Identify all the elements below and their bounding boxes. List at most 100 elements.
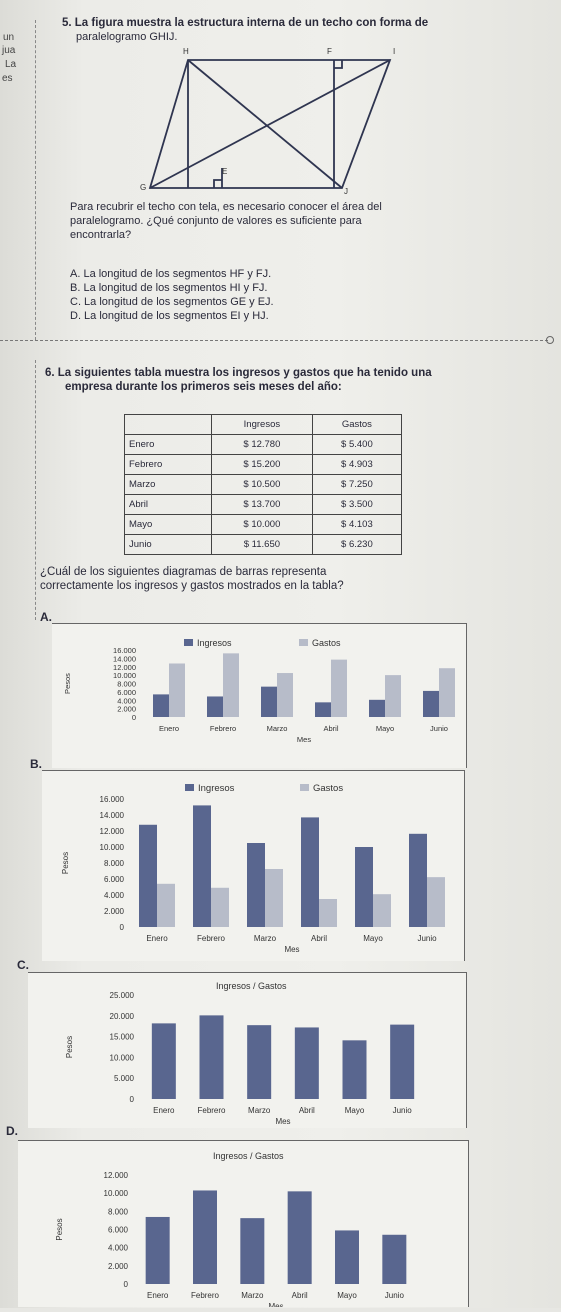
y-tick-label: 10.000 (104, 1189, 129, 1198)
q6-option-b-label[interactable]: B. (30, 757, 42, 771)
x-tick-label: Abril (323, 724, 338, 733)
chart-option-a[interactable]: 16.000 14.000 12.000 10.000 8.000 6.000 4.000 2… (52, 623, 467, 768)
x-tick-label: Enero (153, 1106, 175, 1115)
bar-ingresos (369, 699, 385, 717)
y-tick-label: 8.000 (108, 1207, 129, 1216)
x-tick-label: Marzo (254, 934, 277, 943)
q6-option-d-label[interactable]: D. (6, 1124, 18, 1138)
y-axis-label: Pesos (61, 852, 70, 874)
table-row: Marzo $ 10.500 $ 7.250 (124, 474, 403, 495)
legend-swatch-ingresos (185, 784, 194, 791)
q6-option-a-label[interactable]: A. (40, 610, 52, 624)
right-angle-mark (213, 179, 222, 188)
bar-gastos (169, 663, 185, 717)
legend-swatch-gastos (299, 639, 308, 646)
q6-title: 6. La siguientes tabla muestra los ingre… (45, 367, 432, 379)
y-axis-label: Pesos (65, 1036, 74, 1058)
legend-label-ingresos: Ingresos (198, 783, 235, 794)
bar-ingresos (355, 847, 373, 927)
x-tick-label: Abril (311, 934, 327, 943)
chart-option-d[interactable]: 12.000 10.000 8.000 6.000 4.000 2.000 0 Pesos En… (18, 1140, 469, 1311)
margin-fragment: es (2, 73, 13, 84)
q5-option-a[interactable]: A. La longitud de los segmentos HF y FJ. (70, 268, 272, 280)
chart-title: Ingresos / Gastos (213, 1151, 284, 1161)
y-tick-label: 12.000 (113, 663, 136, 672)
x-axis-label: Mes (297, 735, 311, 744)
table-month-cell: Abril (124, 494, 212, 515)
x-tick-label: Febrero (197, 1106, 226, 1115)
table-month-cell: Marzo (124, 474, 212, 495)
parallelogram-figure: H F I G E J (140, 47, 395, 194)
y-tick-label: 0 (120, 923, 125, 932)
table-header-cell: Ingresos (211, 414, 313, 435)
bar-ingresos-gastos (145, 1216, 170, 1284)
q5-option-b[interactable]: B. La longitud de los segmentos HI y FJ. (70, 282, 268, 294)
x-tick-label: Abril (299, 1106, 315, 1115)
table-value-cell: $ 5.400 (311, 434, 403, 455)
q6-prompt-line2: correctamente los ingresos y gastos most… (40, 580, 344, 592)
table-header-row: Ingresos Gastos (124, 414, 403, 435)
vertex-h: H (183, 47, 189, 56)
table-value-cell: $ 4.903 (311, 454, 403, 475)
x-tick-label: Junio (417, 934, 437, 943)
x-tick-label: Mayo (363, 934, 383, 943)
x-tick-label: Junio (393, 1106, 413, 1115)
y-tick-label: 10.000 (100, 843, 125, 852)
x-axis-label: Mes (284, 945, 299, 954)
chart-option-c[interactable]: 25.000 20.000 15.000 10.000 5.000 0 Pesos Enero… (28, 972, 467, 1128)
q5-prompt-line3: encontrarla? (70, 229, 132, 241)
x-tick-label: Enero (147, 1291, 169, 1300)
q5-prompt-line2: paralelogramo. ¿Qué conjunto de valores … (70, 215, 362, 227)
table-row: Abril $ 13.700 $ 3.500 (124, 494, 403, 515)
bar-ingresos-gastos (240, 1218, 265, 1284)
table-header-cell: Gastos (311, 414, 403, 435)
q5-option-c[interactable]: C. La longitud de los segmentos GE y EJ. (70, 296, 274, 308)
table-row: Enero $ 12.780 $ 5.400 (124, 434, 403, 455)
x-tick-label: Mayo (376, 724, 394, 733)
q6-option-c-label[interactable]: C. (17, 958, 29, 972)
chart-a-svg: 16.00014.00012.00010.0008.0006.0004.0002… (63, 638, 455, 744)
y-tick-label: 15.000 (110, 1033, 135, 1042)
chart-d-svg: 12.000 10.000 8.000 6.000 4.000 2.000 0 Pesos En… (55, 1151, 407, 1311)
y-tick-label: 6.000 (108, 1226, 129, 1235)
q5-option-d[interactable]: D. La longitud de los segmentos EI y HJ. (70, 310, 269, 322)
bar-gastos (157, 883, 175, 927)
bar-gastos (211, 887, 229, 927)
x-tick-label: Enero (146, 934, 168, 943)
legend-swatch-ingresos (184, 639, 193, 646)
margin-dash-line (35, 20, 36, 340)
x-tick-label: Marzo (248, 1106, 271, 1115)
x-tick-label: Enero (159, 724, 179, 733)
bar-gastos (373, 894, 391, 927)
y-tick-label: 14.000 (113, 654, 136, 663)
y-tick-label: 0 (132, 713, 136, 722)
hole-punch-mark (546, 336, 554, 344)
y-axis-label: Pesos (63, 673, 72, 694)
table-value-cell: $ 3.500 (311, 494, 403, 515)
bar-gastos (331, 659, 347, 717)
chart-option-b[interactable]: 16.000 14.000 12.000 10.000 8.000 6.000 4.000 2… (42, 770, 465, 961)
vertex-g: G (140, 183, 146, 192)
y-tick-label: 2.000 (117, 705, 136, 714)
table-month-cell: Enero (124, 434, 212, 455)
table-row: Febrero $ 15.200 $ 4.903 (124, 454, 403, 475)
y-tick-label: 16.000 (113, 646, 136, 655)
table-value-cell: $ 6.230 (311, 534, 403, 555)
x-tick-label: Mayo (345, 1106, 365, 1115)
margin-fragment: un (3, 32, 15, 43)
bar-gastos (439, 668, 455, 717)
vertex-f: F (327, 47, 332, 56)
bar-gastos (277, 673, 293, 717)
vertex-j: J (344, 187, 348, 194)
table-month-cell: Febrero (124, 454, 212, 475)
y-tick-label: 25.000 (110, 991, 135, 1000)
bar-ingresos (315, 702, 331, 717)
bar-ingresos-gastos (193, 1190, 217, 1284)
y-tick-label: 4.000 (108, 1244, 129, 1253)
bar-ingresos (193, 805, 211, 927)
table-value-cell: $ 7.250 (311, 474, 403, 495)
q5-title: 5. La figura muestra la estructura inter… (62, 17, 429, 29)
y-axis-label: Pesos (55, 1218, 64, 1240)
legend-label-gastos: Gastos (312, 638, 341, 648)
